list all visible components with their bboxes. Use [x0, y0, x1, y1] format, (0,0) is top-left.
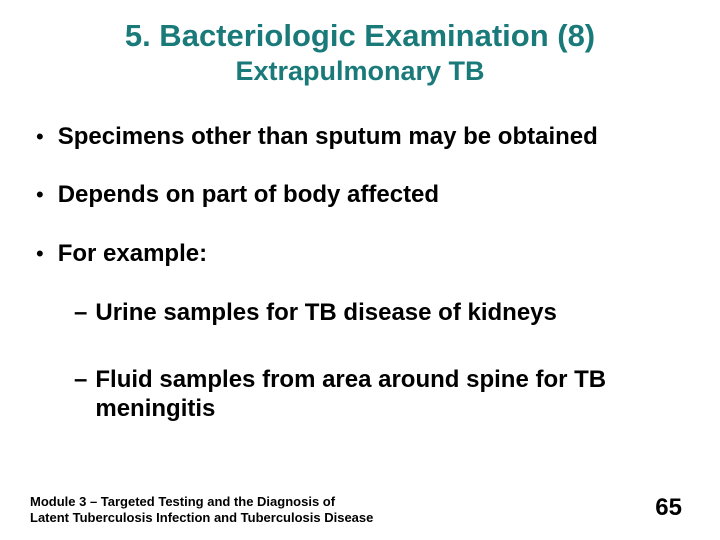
bullet-icon: •: [36, 241, 44, 267]
sub-bullet-item: – Fluid samples from area around spine f…: [74, 366, 690, 424]
dash-icon: –: [74, 366, 87, 395]
bullet-icon: •: [36, 124, 44, 150]
footer-line: Latent Tuberculosis Infection and Tuberc…: [30, 510, 373, 526]
slide-title: 5. Bacteriologic Examination (8) Extrapu…: [30, 18, 690, 87]
slide: 5. Bacteriologic Examination (8) Extrapu…: [0, 0, 720, 540]
bullet-item: • For example:: [36, 240, 690, 269]
bullet-text: Depends on part of body affected: [58, 181, 439, 210]
content-area: • Specimens other than sputum may be obt…: [30, 123, 690, 424]
bullet-icon: •: [36, 182, 44, 208]
bullet-item: • Depends on part of body affected: [36, 181, 690, 210]
bullet-text: Specimens other than sputum may be obtai…: [58, 123, 598, 152]
sub-bullet-item: – Urine samples for TB disease of kidney…: [74, 299, 690, 328]
footer-line: Module 3 – Targeted Testing and the Diag…: [30, 494, 373, 510]
dash-icon: –: [74, 299, 87, 328]
bullet-text: For example:: [58, 240, 207, 269]
footer-text: Module 3 – Targeted Testing and the Diag…: [30, 494, 373, 527]
title-main: 5. Bacteriologic Examination (8): [30, 18, 690, 54]
page-number: 65: [655, 494, 682, 522]
bullet-item: • Specimens other than sputum may be obt…: [36, 123, 690, 152]
sub-bullet-list: – Urine samples for TB disease of kidney…: [36, 299, 690, 423]
sub-bullet-text: Fluid samples from area around spine for…: [95, 366, 690, 424]
sub-bullet-text: Urine samples for TB disease of kidneys: [95, 299, 557, 328]
title-sub: Extrapulmonary TB: [30, 56, 690, 87]
